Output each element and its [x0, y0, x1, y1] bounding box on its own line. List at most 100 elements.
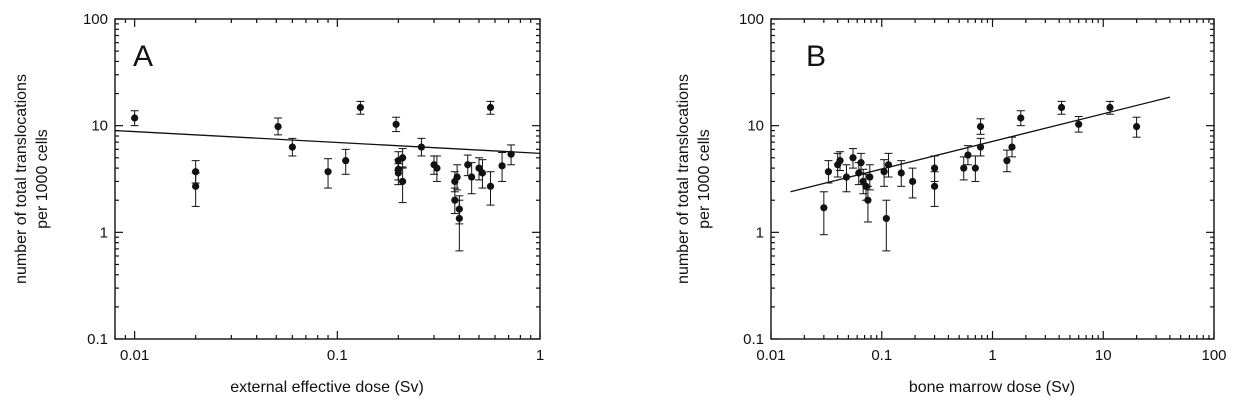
panel-b-data-point [1008, 143, 1016, 151]
panel-b-data-point-group [1002, 149, 1011, 173]
panel-a-data-point [274, 123, 282, 131]
panel-a-x-tick-label: 1 [536, 347, 544, 364]
panel-b-data-point [976, 143, 985, 151]
panel-a-data-point-group [432, 155, 441, 182]
panel-a-x-axis-label: external effective dose (Sv) [230, 379, 424, 396]
panel-a-y-tick-label: 10 [91, 118, 108, 135]
panel-b-data-point [964, 151, 972, 159]
panel-a-data-point-group [324, 158, 333, 189]
panel-a-data-point-group [274, 117, 283, 136]
panel-a-data-point [394, 169, 402, 177]
panel-b-data-point-group [976, 137, 985, 157]
panel-b-x-tick-label: 0.1 [871, 347, 892, 364]
panel-b-data-point [1003, 157, 1011, 165]
panel-a-y-axis-label-line1: number of total translocations [13, 74, 30, 284]
panel-b-data-point-group [848, 148, 857, 169]
panel-b-data-point-group [908, 167, 917, 199]
panel-a-data-point [507, 150, 515, 158]
panel-a-data-point [478, 169, 487, 177]
panel-a-data-point-group [288, 137, 297, 157]
panel-b-data-point [909, 177, 917, 186]
panel-a-data-point-group [498, 152, 507, 182]
panel-a-data-point-group [474, 157, 483, 181]
panel-b-data-point-group [884, 152, 893, 178]
panel-b-data-point-group [819, 191, 828, 236]
panel-b-data-point [882, 214, 890, 223]
panel-b-y-tick-label: 10 [747, 118, 764, 135]
panel-b-data-point [1075, 120, 1083, 128]
panel-a: A number of total translocations per 100… [13, 11, 544, 396]
panel-b-y-tick-label: 100 [739, 11, 764, 28]
panel-a-data-point-group [356, 100, 365, 115]
panel-a-y-tick-label: 100 [83, 11, 108, 28]
panel-a-data-point-group [455, 199, 464, 252]
panel-a-data-point-group [341, 148, 350, 175]
panel-a-data-point-group [486, 100, 495, 115]
panel-a-data-point-group [467, 162, 476, 195]
panel-a-ticks: 0.01 0.1 1 0.1 1 10 100 [83, 11, 544, 364]
panel-b-letter: B [806, 40, 826, 73]
panel-a-data-point [451, 196, 459, 204]
panel-b-data-point-group [1105, 100, 1114, 115]
panel-a-data-point [342, 157, 350, 165]
panel-b-data-point [857, 159, 865, 167]
panel-b-data-point-group [842, 164, 851, 193]
panel-b-y-axis-label-line2: per 1000 cells [696, 129, 713, 229]
panel-b-data-point-group [963, 145, 972, 166]
panel-b-data-point-group [930, 171, 939, 207]
panel-b-data-point [824, 168, 833, 176]
panel-a-data-point [417, 143, 426, 151]
panel-b-data-point-group [1016, 110, 1025, 127]
panel-a-data-point-group [191, 172, 200, 207]
panel-b-data-point [836, 157, 844, 165]
panel-b-data-point [930, 164, 939, 172]
panel-b-data-point-group [1008, 136, 1017, 158]
panel-a-data-point-group [486, 171, 495, 206]
panel-a-data-point [486, 182, 495, 190]
panel-a-data-point-group [453, 164, 462, 191]
panel-b-data-point-group [863, 185, 872, 223]
panel-b-data-point [1132, 123, 1141, 131]
panel-b-y-tick-label: 1 [756, 224, 764, 241]
panel-b-data-point [880, 168, 888, 176]
panel-a-data-point [288, 143, 296, 151]
panel-b-data-point [842, 173, 851, 181]
panel-a-data-point [486, 103, 495, 112]
panel-a-data-point [192, 182, 200, 190]
panel-a-data-point [399, 154, 407, 162]
panel-a-x-tick-label: 0.01 [120, 347, 149, 364]
panel-a-data-point [324, 168, 332, 176]
panel-b-data-point [971, 164, 979, 172]
panel-b-data-point [884, 161, 893, 169]
panel-b-data-point [976, 123, 985, 131]
panel-a-data-point-group [398, 166, 407, 204]
panel-b-data-point-group [1132, 116, 1141, 138]
panel-b-data-point [960, 164, 968, 172]
panel-a-data-point [455, 214, 463, 223]
panel-a-y-axis-label-line2: per 1000 cells [34, 129, 51, 229]
panel-b: B number of total translocations per 100… [675, 11, 1227, 396]
panel-b-data-point-group [971, 155, 980, 182]
panel-b-data-point-group [836, 151, 845, 171]
panel-b-data-point [849, 154, 857, 162]
panel-a-data-point [356, 103, 365, 112]
panel-a-data-point [392, 120, 400, 128]
panel-b-x-axis-label: bone marrow dose (Sv) [909, 379, 1075, 396]
panel-a-plot-frame [114, 18, 541, 340]
panel-b-x-tick-label: 10 [1095, 347, 1112, 364]
panel-b-data-point-group [976, 118, 985, 135]
panel-a-data-point-group [463, 154, 472, 177]
panel-b-data-point [866, 173, 874, 181]
panel-b-data-point [1106, 103, 1114, 112]
panel-b-x-tick-label: 1 [988, 347, 996, 364]
panel-a-data-point [468, 173, 476, 181]
panel-b-data-point-group [897, 160, 906, 187]
panel-b-data-point [864, 196, 872, 204]
panel-b-data-point [1017, 114, 1025, 122]
panel-b-data-point-group [1057, 100, 1066, 115]
panel-a-fit-line [114, 129, 541, 155]
panel-a-data-point [399, 177, 407, 186]
panel-b-data-point-group [959, 156, 968, 181]
